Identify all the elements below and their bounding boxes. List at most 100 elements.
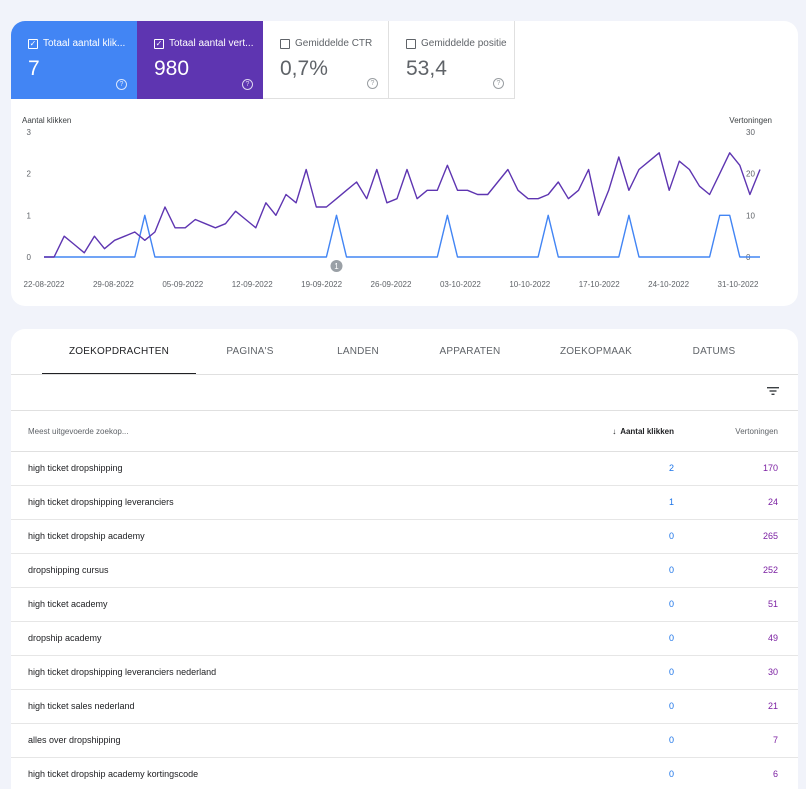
table-row[interactable]: high ticket dropshipping leveranciers 1 24 — [11, 486, 798, 520]
table-row[interactable]: dropshipping cursus 0 252 — [11, 554, 798, 588]
query-cell: high ticket sales nederland — [28, 701, 135, 711]
checkbox-checked-icon[interactable]: ✓ — [154, 38, 164, 49]
query-cell: high ticket academy — [28, 599, 108, 609]
query-cell: alles over dropshipping — [28, 735, 121, 745]
clicks-cell: 0 — [668, 701, 674, 711]
metric-label: Gemiddelde CTR — [295, 38, 373, 49]
help-icon[interactable]: ? — [242, 79, 253, 90]
checkbox-unchecked-icon[interactable] — [406, 38, 416, 49]
y-tick-left: 1 — [27, 211, 32, 220]
column-header-query[interactable]: Meest uitgevoerde zoekop... — [28, 427, 129, 436]
query-cell: high ticket dropshipping leveranciers — [28, 497, 174, 507]
column-header-clicks-label: Aantal klikken — [620, 427, 674, 436]
y-tick-right: 20 — [746, 170, 755, 179]
impressions-cell: 24 — [767, 497, 778, 507]
data-table-card: ZOEKOPDRACHTEN PAGINA'S LANDEN APPARATEN… — [11, 329, 798, 789]
x-tick-label: 05-09-2022 — [162, 280, 203, 289]
performance-chart[interactable]: Aantal klikken Vertoningen3210302010022-0… — [11, 21, 798, 306]
impressions-cell: 30 — [767, 667, 778, 677]
clicks-cell: 0 — [668, 599, 674, 609]
metric-total-impressions[interactable]: ✓ Totaal aantal vert... 980 ? — [137, 21, 263, 99]
table-row[interactable]: high ticket dropshipping leveranciers ne… — [11, 656, 798, 690]
impressions-series-line[interactable] — [44, 152, 761, 258]
metric-total-clicks[interactable]: ✓ Totaal aantal klik... 7 ? — [11, 21, 137, 99]
x-tick-label: 12-09-2022 — [232, 280, 273, 289]
impressions-cell: 265 — [762, 531, 778, 541]
clicks-cell: 0 — [668, 633, 674, 643]
metric-label: Gemiddelde positie — [421, 38, 507, 49]
clicks-cell: 2 — [668, 463, 674, 473]
table-row[interactable]: high ticket academy 0 51 — [11, 588, 798, 622]
help-icon[interactable]: ? — [367, 78, 378, 89]
filter-bar — [11, 374, 798, 411]
y-tick-left: 2 — [27, 170, 32, 179]
metric-label: Totaal aantal vert... — [169, 38, 254, 49]
metric-value: 53,4 — [406, 57, 447, 80]
filter-icon[interactable] — [766, 384, 780, 398]
x-tick-label: 31-10-2022 — [718, 280, 759, 289]
impressions-cell: 21 — [767, 701, 778, 711]
clicks-cell: 0 — [668, 565, 674, 575]
clicks-cell: 0 — [668, 531, 674, 541]
x-tick-label: 03-10-2022 — [440, 280, 481, 289]
clicks-cell: 0 — [668, 667, 674, 677]
help-icon[interactable]: ? — [116, 79, 127, 90]
y-axis-right-label: Vertoningen — [729, 116, 772, 125]
query-cell: high ticket dropshipping — [28, 463, 123, 473]
clicks-series-line[interactable] — [44, 214, 760, 258]
table-row[interactable]: high ticket dropshipping 2 170 — [11, 452, 798, 486]
clicks-cell: 0 — [668, 769, 674, 779]
annotation-marker[interactable] — [330, 260, 343, 272]
table-row[interactable]: high ticket dropship academy 0 265 — [11, 520, 798, 554]
impressions-cell: 252 — [762, 565, 778, 575]
impressions-cell: 51 — [767, 599, 778, 609]
query-cell: high ticket dropshipping leveranciers ne… — [28, 667, 217, 677]
y-tick-left: 3 — [27, 128, 32, 137]
x-tick-label: 22-08-2022 — [24, 280, 65, 289]
tab-countries[interactable]: LANDEN — [337, 346, 379, 357]
tab-dates[interactable]: DATUMS — [692, 346, 736, 357]
impressions-cell: 49 — [767, 633, 778, 643]
query-cell: high ticket dropship academy kortingscod… — [28, 769, 199, 779]
table-row[interactable]: dropship academy 0 49 — [11, 622, 798, 656]
tab-search-appearance[interactable]: ZOEKOPMAAK — [559, 346, 632, 357]
dimension-tabs: ZOEKOPDRACHTEN PAGINA'S LANDEN APPARATEN… — [11, 329, 798, 375]
table-header: Meest uitgevoerde zoekop... ↓ Aantal klik… — [11, 411, 798, 452]
x-tick-label: 29-08-2022 — [93, 280, 134, 289]
metric-value: 0,7% — [280, 57, 328, 80]
metric-value: 980 — [154, 57, 190, 80]
y-tick-right: 30 — [746, 128, 755, 137]
table-row[interactable]: alles over dropshipping 0 7 — [11, 724, 798, 758]
tab-pages[interactable]: PAGINA'S — [226, 346, 274, 357]
table-row[interactable]: high ticket dropship academy kortingscod… — [11, 758, 798, 789]
clicks-cell: 1 — [668, 497, 674, 507]
clicks-cell: 0 — [668, 735, 674, 745]
metric-average-ctr[interactable]: Gemiddelde CTR 0,7% ? — [263, 21, 389, 99]
tab-devices[interactable]: APPARATEN — [439, 346, 501, 357]
metric-tabs: ✓ Totaal aantal klik... 7 ? ✓ Totaal aanta… — [11, 21, 515, 99]
query-cell: dropship academy — [28, 633, 102, 643]
table-row[interactable]: high ticket sales nederland 0 21 — [11, 690, 798, 724]
y-tick-right: 10 — [746, 211, 755, 220]
metric-value: 7 — [28, 57, 40, 80]
column-header-clicks[interactable]: ↓ Aantal klikken — [612, 427, 674, 436]
x-tick-label: 19-09-2022 — [301, 280, 342, 289]
query-cell: high ticket dropship academy — [28, 531, 145, 541]
metric-average-position[interactable]: Gemiddelde positie 53,4 ? — [389, 21, 515, 99]
arrow-down-icon: ↓ — [612, 427, 617, 436]
impressions-cell: 6 — [772, 769, 778, 779]
x-tick-label: 26-09-2022 — [371, 280, 412, 289]
checkbox-unchecked-icon[interactable] — [280, 38, 290, 49]
y-tick-left: 0 — [27, 253, 32, 262]
tab-queries[interactable]: ZOEKOPDRACHTEN — [42, 329, 196, 374]
x-tick-label: 17-10-2022 — [579, 280, 620, 289]
help-icon[interactable]: ? — [493, 78, 504, 89]
x-tick-label: 24-10-2022 — [648, 280, 689, 289]
impressions-cell: 170 — [762, 463, 778, 473]
performance-card: ✓ Totaal aantal klik... 7 ? ✓ Totaal aanta… — [11, 21, 798, 306]
y-axis-left-label: Aantal klikken — [22, 116, 71, 125]
column-header-impressions[interactable]: Vertoningen — [735, 427, 778, 436]
checkbox-checked-icon[interactable]: ✓ — [28, 38, 38, 49]
annotation-label: 1 — [334, 262, 339, 271]
query-cell: dropshipping cursus — [28, 565, 109, 575]
